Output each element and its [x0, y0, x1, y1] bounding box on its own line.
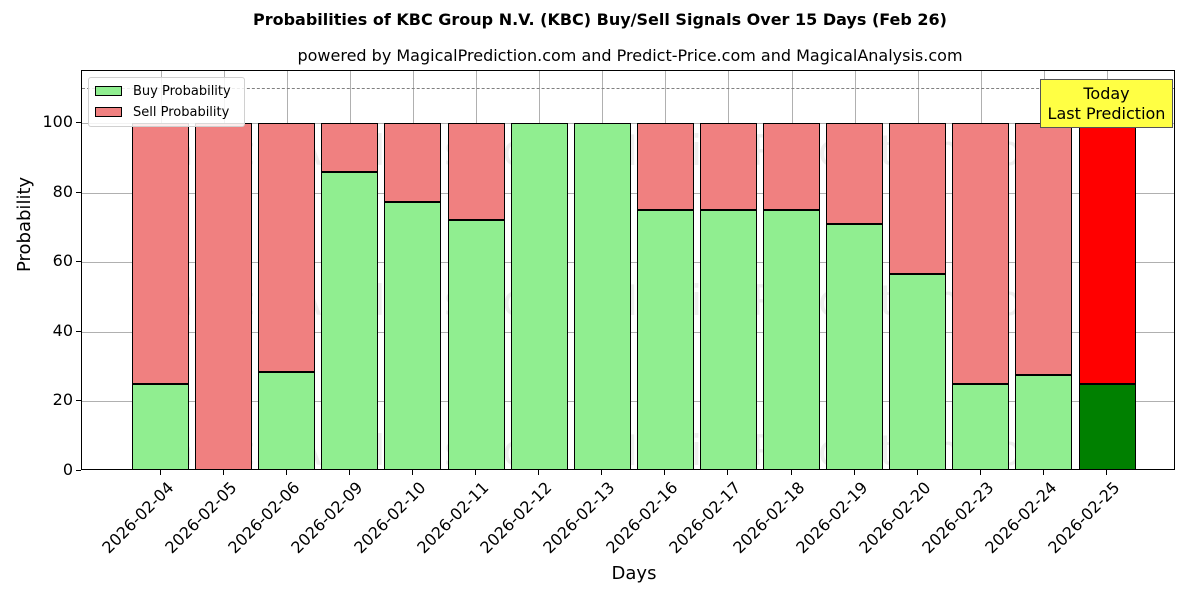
bar-sell — [132, 123, 189, 385]
x-tick — [222, 470, 224, 475]
y-tick-label: 40 — [52, 320, 73, 340]
y-tick — [76, 330, 81, 332]
plot-area: MagicalAnalysis.comMagicaPrediction.comM… — [81, 70, 1175, 470]
sell-swatch-icon — [95, 107, 122, 117]
bar-sell — [321, 123, 379, 172]
bar-buy — [763, 210, 820, 469]
x-tick — [601, 470, 603, 475]
x-tick — [853, 470, 855, 475]
legend-item-buy: Buy Probability — [95, 83, 231, 99]
bar-buy — [952, 384, 1010, 469]
legend: Buy Probability Sell Probability — [88, 77, 245, 127]
chart-subtitle: powered by MagicalPrediction.com and Pre… — [297, 46, 963, 65]
chart-title: Probabilities of KBC Group N.V. (KBC) Bu… — [252, 10, 947, 29]
bar-buy — [699, 210, 757, 469]
bar-buy — [1015, 374, 1073, 469]
y-tick-label: 0 — [62, 460, 73, 479]
bar-sell — [699, 123, 757, 211]
y-axis-label: Probability — [14, 176, 35, 272]
bar-buy — [636, 210, 694, 469]
x-tick — [348, 470, 350, 475]
y-tick — [76, 261, 81, 263]
x-tick — [538, 470, 540, 475]
bar-sell — [636, 123, 694, 211]
today-annotation: Today Last Prediction — [1040, 79, 1173, 128]
annotation-line-1: Today — [1083, 84, 1130, 103]
x-tick — [1106, 470, 1107, 475]
bar-buy — [321, 171, 379, 469]
x-tick — [727, 470, 729, 475]
bar-sell — [826, 123, 884, 224]
bar-sell — [763, 123, 820, 211]
x-tick — [916, 470, 918, 475]
y-tick — [76, 400, 81, 402]
x-tick — [979, 470, 981, 475]
bar-buy — [384, 201, 442, 469]
x-axis-label: Days — [611, 563, 657, 584]
x-tick — [411, 470, 413, 475]
bar-buy — [447, 219, 505, 469]
bar-buy — [889, 274, 947, 469]
bar-sell — [384, 123, 442, 202]
x-tick — [664, 470, 666, 475]
bar-buy — [826, 223, 884, 469]
annotation-line-2: Last Prediction — [1047, 104, 1166, 123]
legend-label-sell: Sell Probability — [133, 104, 230, 120]
bar-buy — [573, 123, 631, 469]
bar-sell — [1015, 123, 1073, 375]
x-tick — [790, 470, 792, 475]
bar-buy — [258, 371, 316, 469]
legend-item-sell: Sell Probability — [95, 104, 229, 120]
y-tick-label: 80 — [52, 181, 73, 201]
x-tick — [159, 470, 161, 475]
y-tick-label: 60 — [52, 251, 73, 271]
legend-label-buy: Buy Probability — [133, 83, 231, 99]
y-tick — [76, 122, 81, 124]
bar-sell — [258, 123, 316, 372]
x-tick — [285, 470, 287, 475]
buy-swatch-icon — [95, 86, 122, 96]
bar-buy — [1078, 384, 1136, 469]
x-tick — [1042, 470, 1044, 475]
bar-sell — [195, 123, 253, 469]
bar-sell — [447, 123, 505, 220]
x-tick — [475, 470, 476, 475]
y-tick — [76, 191, 81, 193]
bar-sell — [889, 123, 947, 275]
y-tick — [76, 470, 81, 471]
reference-line — [82, 88, 1174, 90]
bar-buy — [132, 384, 189, 469]
y-tick-label: 100 — [42, 112, 73, 132]
bar-sell — [952, 123, 1010, 385]
bar-sell — [1078, 123, 1136, 385]
y-tick-label: 20 — [52, 390, 73, 410]
bar-buy — [510, 123, 568, 469]
